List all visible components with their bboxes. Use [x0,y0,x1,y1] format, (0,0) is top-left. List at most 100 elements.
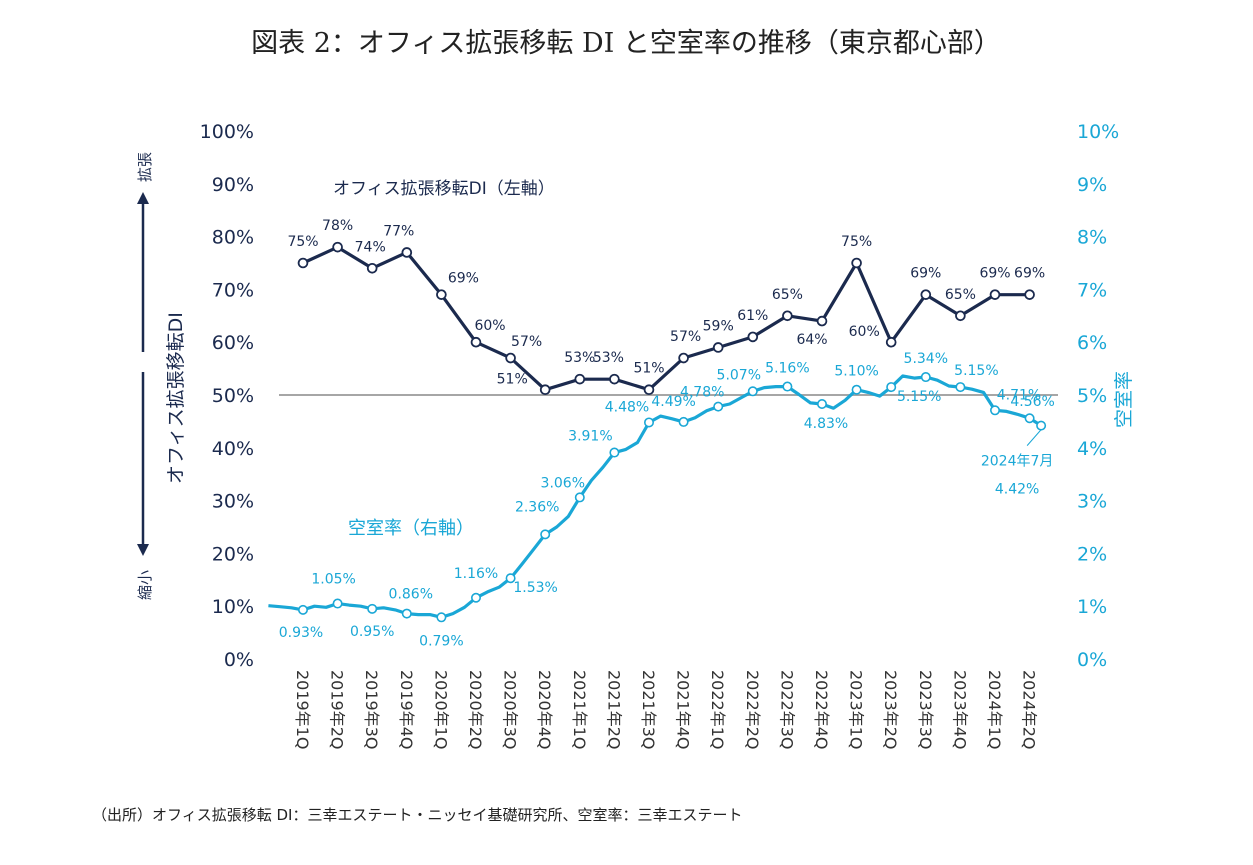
category-labels: 2019年1Q 2019年2Q 2019年3Q 2019年4Q 2020年1Q 2020年… [293,670,1039,750]
di-data-label: 61% [737,308,768,324]
category-label: 2020年2Q [466,670,485,750]
category-label: 2020年1Q [431,670,450,750]
callout-value-label: 4.42% [995,482,1039,498]
left-tick-label: 50% [212,385,254,407]
axis-decorations: 拡張 縮小 オフィス拡張移転DI 空室率 オフィス拡張移転DI（左軸） 空室率（… [136,152,1135,600]
di-point [816,315,828,327]
vacancy-point [505,573,516,584]
right-tick-label: 10% [1077,121,1119,143]
category-label: 2022年4Q [812,670,831,750]
right-axis-ticks: 0% 1% 2% 3% 4% 5% 6% 7% 8% 9% 10% [1077,121,1119,671]
category-label: 2023年2Q [881,670,900,750]
right-tick-label: 6% [1077,332,1107,354]
right-tick-label: 3% [1077,491,1107,513]
di-data-label: 69% [448,271,479,287]
right-tick-label: 1% [1077,596,1107,618]
di-data-label: 59% [703,318,734,334]
left-tick-label: 60% [212,332,254,354]
right-axis-title: 空室率 [1113,371,1135,428]
vacancy-point [782,381,793,392]
vacancy-data-label: 4.49% [651,394,695,410]
di-point [955,310,966,322]
vacancy-data-label: 0.79% [419,633,463,649]
di-point [332,241,343,253]
callout-leader [1026,429,1042,446]
arrow-label-shrink: 縮小 [136,570,154,600]
arrow-label-expand: 拡張 [136,152,154,182]
vacancy-point [989,405,1000,416]
di-data-label: 53% [593,350,624,366]
vacancy-point [367,603,378,614]
di-point [505,352,516,364]
di-point [470,336,482,348]
di-data-label: 65% [772,287,803,303]
category-label: 2022年2Q [743,670,762,750]
left-tick-label: 30% [212,491,254,513]
category-label: 2022年1Q [708,670,727,750]
up-arrow-head [137,192,149,204]
di-data-label: 64% [796,332,827,348]
left-tick-label: 20% [212,543,254,565]
left-tick-label: 70% [212,279,254,301]
di-point [401,247,413,258]
vacancy-line [268,374,1042,619]
vacancy-point [678,416,689,427]
di-data-label: 74% [355,239,386,255]
category-label: 2019年4Q [397,670,416,750]
di-point [712,342,724,353]
category-label: 2021年3Q [639,670,658,750]
left-tick-label: 100% [200,121,254,143]
vacancy-point [1036,420,1047,431]
di-data-label: 75% [841,234,872,250]
di-data-label: 51% [497,372,528,388]
vacancy-data-label: 4.83% [804,416,848,432]
di-series-name: オフィス拡張移転DI（左軸） [333,179,555,199]
vacancy-point [332,598,343,609]
left-axis-ticks: 0% 10% 20% 30% 40% 50% 60% 70% 80% 90% 100% [200,121,254,671]
category-label: 2024年1Q [985,670,1004,750]
right-tick-label: 7% [1077,279,1107,301]
vacancy-point [851,384,862,395]
category-label: 2021年4Q [674,670,693,750]
di-point [989,289,1001,300]
di-data-label: 65% [945,287,976,303]
category-label: 2021年1Q [570,670,589,750]
right-tick-label: 4% [1077,438,1107,460]
di-data-label: 78% [322,218,353,234]
vacancy-data-label: 5.16% [765,361,809,377]
vacancy-series: 0.93% 1.05% 0.95% 0.86% 0.79% 1.16% 1.53% 2.36%… [268,351,1055,649]
right-tick-label: 5% [1077,385,1107,407]
vacancy-data-label: 1.16% [454,566,498,582]
di-data-label: 53% [564,350,595,366]
callout-date-label: 2024年7月 [981,454,1054,470]
di-point [747,331,759,343]
category-label: 2020年4Q [535,670,554,750]
vacancy-data-label: 4.71% [997,387,1041,403]
right-tick-label: 9% [1077,174,1107,196]
right-tick-label: 8% [1077,227,1107,249]
vacancy-series-name: 空室率（右軸） [348,518,474,539]
category-label: 2024年2Q [1020,670,1039,750]
di-point [609,373,620,385]
vacancy-data-label: 4.78% [680,385,724,401]
left-tick-label: 90% [212,174,254,196]
vacancy-data-label: 4.48% [605,399,649,415]
vacancy-point [1024,413,1035,424]
di-data-label: 69% [979,266,1010,282]
vacancy-point [920,372,931,383]
category-label: 2019年3Q [362,670,381,750]
di-data-label: 60% [849,324,880,340]
source-note: （出所）オフィス拡張移転 DI：三幸エステート・ニッセイ基礎研究所、空室率：三幸… [92,806,742,824]
left-tick-label: 40% [212,438,254,460]
left-axis-title: オフィス拡張移転DI [165,312,187,484]
vacancy-data-label: 5.15% [897,389,941,405]
vacancy-data-label: 5.10% [834,364,878,380]
vacancy-point [470,592,481,603]
vacancy-point [747,386,758,397]
di-point [678,352,689,364]
vacancy-point [401,608,412,619]
di-data-label: 57% [511,334,542,350]
di-data-label: 75% [287,234,318,250]
di-point [885,336,897,348]
